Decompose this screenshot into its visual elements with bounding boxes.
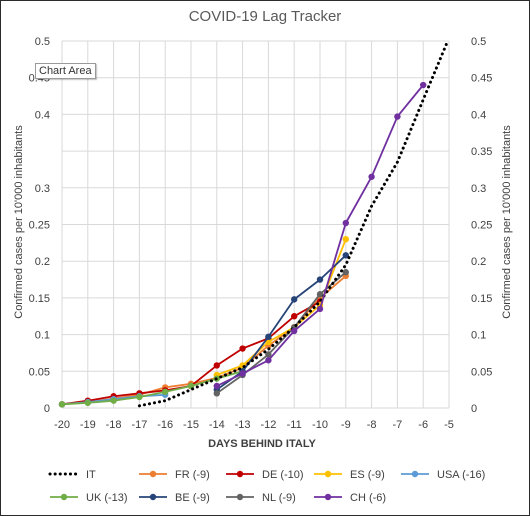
data-point-be	[265, 333, 272, 341]
y-axis-label-right: Confirmed cases per 10'000 inhabitants	[501, 125, 513, 319]
x-tick-label: -17	[131, 419, 147, 431]
x-tick-label: -16	[157, 419, 173, 431]
legend-label-be[interactable]: BE (-9)	[175, 492, 210, 504]
legend-label-usa[interactable]: USA (-16)	[437, 469, 485, 481]
data-point-nl	[316, 291, 324, 298]
y-tick-label-left: 0.15	[29, 293, 50, 305]
series-line-nl	[216, 271, 347, 395]
series-lines	[58, 39, 450, 408]
y-tick-label-left: 0	[44, 403, 50, 415]
data-point-ch	[291, 327, 298, 335]
series-line-be	[216, 254, 347, 391]
legend-marker-nl	[236, 493, 244, 501]
data-point-es	[342, 235, 349, 243]
data-point-de	[239, 345, 246, 352]
data-point-ch	[213, 382, 220, 390]
y-tick-label-left: 0.4	[35, 109, 50, 121]
x-tick-label: -18	[106, 419, 122, 431]
x-tick-label: -11	[287, 419, 302, 431]
data-point-uk	[110, 397, 117, 404]
data-point-be	[316, 276, 324, 283]
legend-marker-be	[149, 493, 157, 501]
data-point-ch	[342, 219, 349, 227]
data-point-ch	[265, 357, 272, 364]
data-point-uk	[84, 399, 92, 407]
chart-title: COVID-19 Lag Tracker	[189, 8, 342, 25]
data-point-nl	[342, 269, 349, 276]
x-axis-label: DAYS BEHIND ITALY	[208, 438, 316, 450]
data-point-ch	[239, 370, 246, 377]
x-tick-label: -10	[312, 419, 328, 431]
legend-label-it[interactable]: IT	[86, 469, 96, 481]
legend-label-es[interactable]: ES (-9)	[350, 469, 385, 481]
legend-marker-ch	[324, 493, 332, 501]
data-point-ch	[420, 81, 427, 89]
y-tick-label-right: 0.1	[471, 330, 486, 342]
legend-label-uk[interactable]: UK (-13)	[86, 492, 128, 504]
x-tick-label: -7	[393, 419, 403, 431]
legend-label-de[interactable]: DE (-10)	[262, 469, 304, 481]
legend-label-nl[interactable]: NL (-9)	[262, 492, 296, 504]
y-tick-label-left: 0.25	[29, 220, 50, 232]
legend-marker-uk	[60, 493, 68, 501]
data-point-de	[213, 362, 220, 369]
y-tick-label-left: 0.2	[35, 256, 50, 268]
legend-marker-usa	[411, 470, 419, 478]
y-tick-label-right: 0.3	[471, 183, 486, 195]
data-point-ch	[394, 113, 401, 120]
legend-marker-de	[236, 470, 244, 478]
data-point-ch	[316, 305, 324, 313]
data-point-nl	[213, 390, 220, 397]
tick-labels: -20 -19 -18 -17 -16 -15 -14 -13 -12 -11 -10 -9 -8 -7 -…	[29, 36, 493, 431]
y-tick-label-right: 0.4	[471, 109, 486, 121]
legend-label-ch[interactable]: CH (-6)	[350, 492, 386, 504]
data-point-uk	[58, 401, 66, 408]
y-tick-label-left: 0.3	[35, 183, 50, 195]
x-tick-label: -6	[418, 419, 428, 431]
x-tick-label: -19	[80, 419, 96, 431]
legend-marker-es	[324, 470, 332, 478]
y-tick-label-left: 0.1	[35, 330, 50, 342]
data-point-de	[291, 313, 298, 320]
y-tick-label-left: 0.5	[35, 36, 50, 48]
x-tick-label: -9	[341, 419, 351, 431]
legend-label-fr[interactable]: FR (-9)	[175, 469, 210, 481]
data-point-nl	[265, 351, 272, 358]
y-tick-label-left: 0.05	[29, 366, 50, 378]
data-point-be	[291, 296, 298, 303]
y-tick-label-right: 0.25	[471, 220, 492, 232]
x-tick-label: -13	[235, 419, 251, 431]
x-tick-label: -14	[209, 419, 225, 431]
data-point-ch	[368, 173, 375, 180]
y-tick-label-right: 0.5	[471, 36, 486, 48]
legend[interactable]: IT FR (-9) DE (-10) ES (-9) USA (-16) UK (-13…	[48, 469, 485, 504]
series-line-it	[137, 39, 450, 408]
series-line-es	[216, 238, 347, 376]
chart-area-tooltip: Chart Area	[35, 63, 96, 79]
x-tick-label: -12	[260, 419, 276, 431]
y-tick-label-right: 0.45	[471, 73, 492, 85]
x-tick-label: -5	[444, 419, 454, 431]
y-tick-label-right: 0.05	[471, 366, 492, 378]
data-point-uk	[162, 388, 169, 396]
x-tick-label: -8	[367, 419, 377, 431]
y-tick-label-right: 0.2	[471, 256, 486, 268]
data-point-uk	[136, 393, 143, 401]
data-point-be	[342, 252, 349, 259]
y-axis-label-left: Confirmed cases per 10'000 inhabitants	[13, 125, 25, 319]
gridlines	[61, 40, 450, 409]
x-tick-label: -20	[54, 419, 70, 431]
legend-marker-fr	[149, 470, 157, 478]
y-tick-label-right: 0	[471, 403, 477, 415]
x-tick-label: -15	[183, 419, 199, 431]
series-line-fr	[61, 275, 347, 406]
y-tick-label-right: 0.35	[471, 146, 492, 158]
y-tick-label-right: 0.15	[471, 293, 492, 305]
